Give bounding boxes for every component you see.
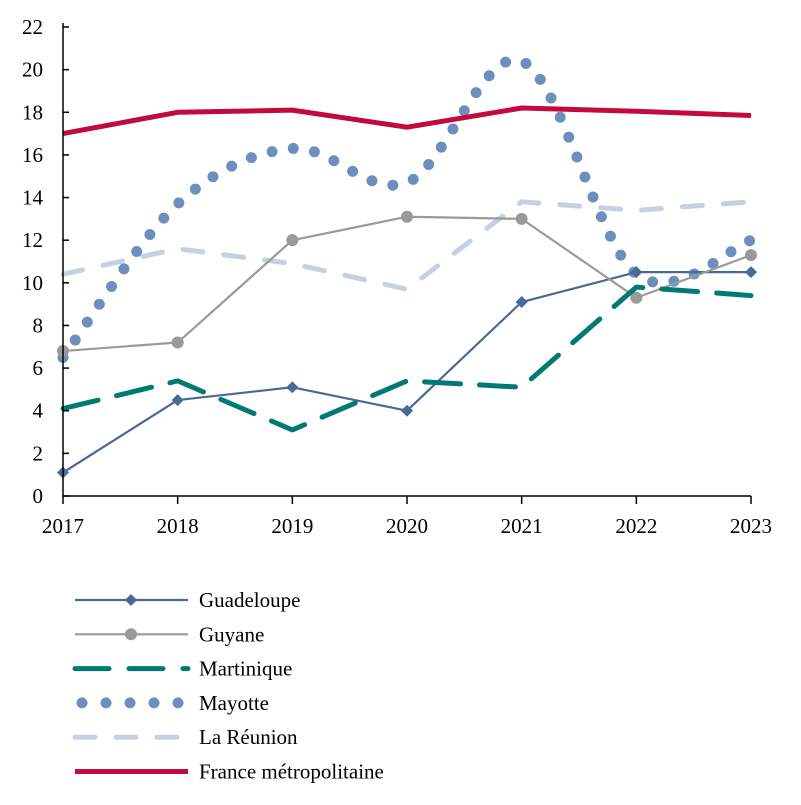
- series-guadeloupe: [57, 266, 757, 479]
- x-tick-label: 2018: [157, 514, 199, 538]
- y-tick-label: 18: [22, 100, 43, 124]
- legend-item-la-r-union: La Réunion: [72, 725, 298, 749]
- legend-item-mayotte: Mayotte: [76, 691, 269, 715]
- data-point: [745, 249, 757, 262]
- y-tick-label: 6: [33, 356, 44, 380]
- legend-label: Guadeloupe: [199, 588, 300, 612]
- data-point: [401, 404, 413, 417]
- data-point: [515, 212, 528, 225]
- y-tick-label: 16: [22, 143, 43, 167]
- data-point: [401, 210, 413, 223]
- series-line-martinique: [60, 284, 754, 433]
- legend-label: Guyane: [199, 622, 264, 646]
- data-point: [286, 381, 299, 394]
- data-point: [630, 291, 643, 304]
- legend-label: Mayotte: [199, 691, 269, 715]
- legend-item-guyane: Guyane: [75, 622, 264, 646]
- series-line-guadeloupe: [62, 271, 751, 474]
- legend-label: La Réunion: [199, 725, 298, 749]
- y-tick-label: 0: [33, 484, 44, 508]
- series-guyane: [57, 210, 757, 358]
- legend: Guadeloupe Guyane Martinique Mayotte La Réun…: [72, 588, 384, 784]
- legend-item-france-m-tropolitaine: France métropolitaine: [75, 760, 384, 784]
- y-tick-label: 14: [22, 186, 44, 210]
- x-tick-label: 2019: [271, 514, 313, 538]
- series-martinique: [60, 284, 754, 433]
- series-france-m-tropolitaine: [62, 105, 752, 137]
- data-point: [515, 296, 528, 309]
- data-point: [745, 266, 757, 279]
- y-tick-label: 22: [22, 15, 43, 39]
- x-tick-label: 2020: [386, 514, 428, 538]
- y-tick-label: 2: [33, 441, 44, 465]
- series-layer: [57, 54, 757, 479]
- legend-marker: [125, 594, 137, 606]
- y-tick-label: 20: [22, 58, 43, 82]
- y-tick-label: 10: [22, 271, 43, 295]
- x-tick-label: 2017: [42, 514, 84, 538]
- legend-label: France métropolitaine: [199, 760, 384, 784]
- x-tick-label: 2021: [501, 514, 543, 538]
- legend-item-martinique: Martinique: [72, 657, 292, 681]
- y-tick-label: 12: [22, 228, 43, 252]
- series-line-france-m-tropolitaine: [62, 105, 752, 137]
- x-tick-label: 2022: [615, 514, 657, 538]
- data-point: [630, 266, 643, 279]
- legend-item-guadeloupe: Guadeloupe: [75, 588, 300, 612]
- y-tick-label: 4: [33, 399, 44, 423]
- legend-label: Martinique: [199, 657, 292, 681]
- legend-marker: [125, 628, 137, 641]
- y-tick-label: 8: [33, 313, 44, 337]
- data-point: [171, 394, 184, 407]
- data-point: [171, 336, 184, 349]
- data-point: [286, 234, 299, 247]
- x-tick-label: 2023: [730, 514, 772, 538]
